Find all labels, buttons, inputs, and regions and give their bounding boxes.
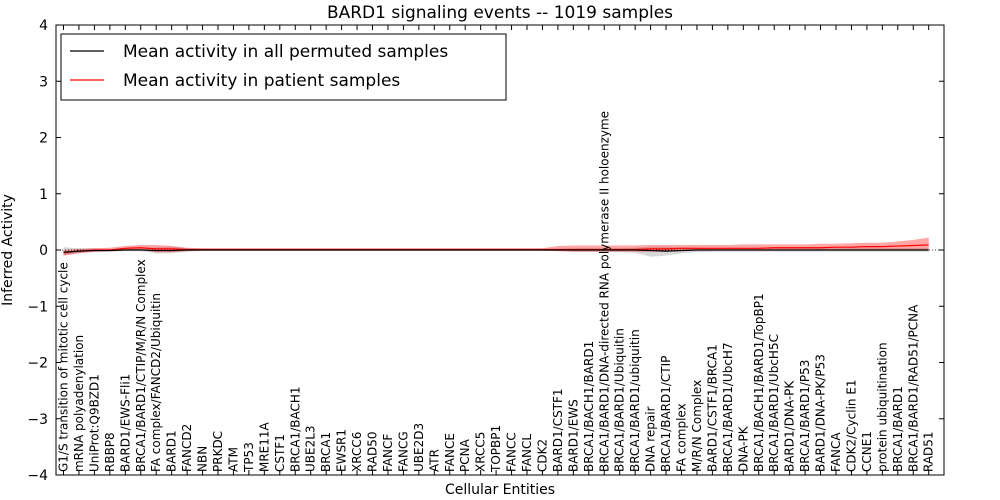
x-tick-label: BRCA1/BARD1/CTIP [659,356,673,472]
x-tick-label: BARD1 [165,430,179,472]
x-tick-label: RBBP8 [103,432,117,472]
y-tick-label: 4 [39,18,48,34]
x-tick-label: BARD1/DNA-PK [783,380,797,472]
x-tick-label: FANCE [443,433,457,472]
y-axis: −4 −3 −2 −1 0 1 2 3 4 [27,18,944,484]
x-tick-label: BRCA1/BACH1/BARD1/TopBP1 [752,293,766,472]
y-axis-label: Inferred Activity [0,194,16,306]
x-tick-label: FANCA [829,432,843,472]
x-tick-label: UniProt:Q9BZD1 [87,374,101,472]
x-tick-label: protein ubiquitination [875,342,889,472]
y-tick-label: −4 [27,468,48,484]
x-tick-label: CDK2 [535,439,549,472]
x-tick-label: FANCD2 [180,424,194,472]
x-tick-label: PRKDC [211,431,225,472]
x-tick-label: BARD1/DNA-PK/P53 [814,354,828,472]
x-tick-label: RAD51 [922,431,936,472]
x-tick-label: CCNE1 [860,431,874,472]
y-tick-label: −3 [27,412,48,428]
x-tick-label: TP53 [242,442,256,473]
x-tick-label: XRCC5 [474,432,488,472]
x-tick-label: BRCA1/BARD1/CTIP/M/R/N Complex [134,259,148,472]
y-tick-label: 0 [39,243,48,259]
x-tick-label: BRCA1/BARD1/ubiquitin [628,329,642,472]
x-tick-label: BRCA1/BARD1/RAD51/PCNA [906,304,920,472]
x-tick-label: ATR [427,449,441,472]
x-tick-label: BRCA1/BARD1/UbcH5C [767,334,781,472]
x-axis: G1/S transition of mitotic cell cycle mRN… [57,25,936,475]
x-tick-label: CDK2/Cyclin E1 [844,379,858,472]
chart-title: BARD1 signaling events -- 1019 samples [327,3,673,23]
x-axis-label: Cellular Entities [445,482,555,498]
y-tick-label: 1 [39,187,48,203]
x-tick-label: FANCG [396,431,410,472]
x-tick-label: RAD50 [366,431,380,472]
x-tick-label: BARD1/CSTF1/BRCA1 [705,344,719,472]
x-tick-label: G1/S transition of mitotic cell cycle [57,262,71,472]
x-tick-label: M/R/N Complex [690,380,704,472]
x-tick-label: mRNA polyadenylation [72,335,86,472]
x-tick-label: FA complex [675,403,689,472]
x-tick-label: PCNA [458,438,472,472]
x-tick-label: BRCA1/BACH1/BARD1 [582,341,596,472]
y-tick-label: 2 [39,131,48,147]
y-tick-label: −1 [27,299,48,315]
legend: Mean activity in all permuted samples Me… [60,33,507,101]
y-tick-label: −2 [27,356,48,372]
x-tick-label: TOPBP1 [489,425,503,473]
line-permuted-mean [63,249,929,253]
x-tick-label: BRCA1/BARD1/UbcH7 [721,342,735,472]
x-tick-label: BRCA1/BARD1/P53 [798,360,812,472]
x-tick-label: BARD1/EWS-Fli1 [118,374,132,472]
legend-label-patient: Mean activity in patient samples [123,71,400,91]
x-tick-label: EWSR1 [335,429,349,472]
x-tick-label: NBN [196,446,210,472]
x-tick-label: XRCC6 [350,432,364,472]
series-lines [56,244,944,254]
x-tick-label: UBE2D3 [412,423,426,472]
y-tick-label: 3 [39,74,48,90]
x-tick-label: ATM [226,447,240,472]
x-tick-label: BRCA1/BARD1 [891,386,905,472]
x-tick-label: FANCC [505,432,519,472]
x-tick-label: BRCA1/BACH1 [288,386,302,472]
x-tick-label: CSTF1 [273,434,287,472]
x-tick-label: UBE2L3 [304,425,318,472]
x-tick-label: BRCA1 [319,432,333,472]
x-tick-label: DNA-PK [736,425,750,472]
x-tick-label: MRE11A [257,421,271,472]
x-tick-label: BRCA1/BARD1/Ubiquitin [613,328,627,472]
x-tick-label: DNA repair [644,406,658,472]
x-tick-label: BARD1/EWS [566,399,580,472]
x-tick-label: BARD1/CSTF1 [551,388,565,472]
x-tick-label: FA complex/FANCD2/Ubiquitin [149,293,163,472]
x-tick-label: BRCA1/BARD1/DNA-directed RNA polymerase … [597,111,611,472]
x-tick-label: FANCL [520,434,534,472]
legend-label-permuted: Mean activity in all permuted samples [123,42,448,62]
band-patient [63,237,929,256]
legend-box [60,33,507,101]
x-tick-label: FANCF [381,434,395,472]
